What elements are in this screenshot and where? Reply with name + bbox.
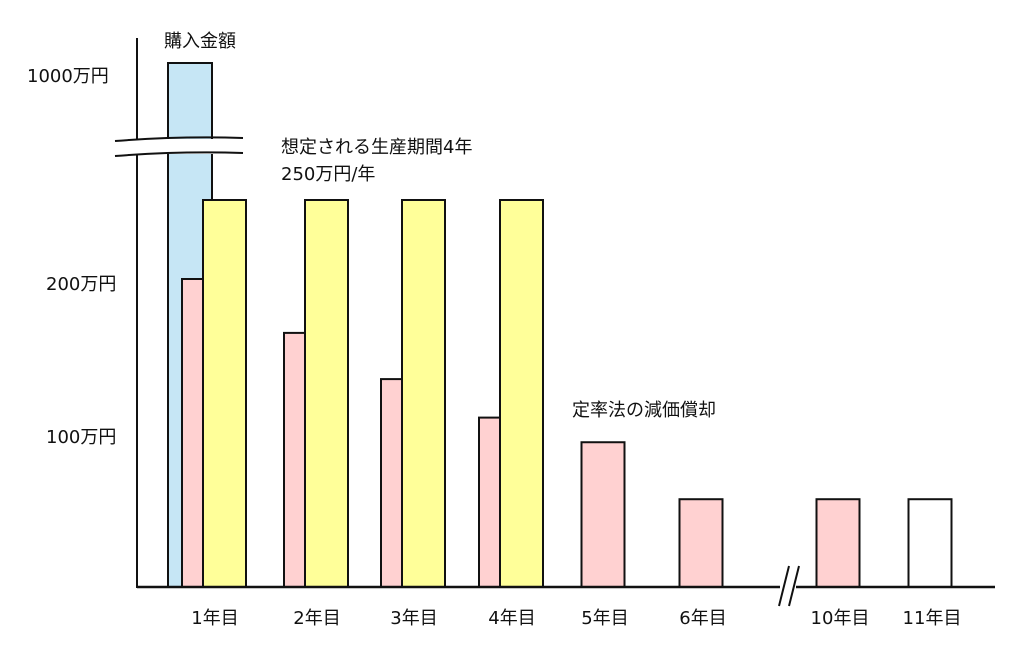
bar-production-3: [401, 199, 446, 588]
x-tick-label-4: 4年目: [488, 608, 535, 629]
y-axis-break-line-bottom: [114, 151, 244, 157]
x-axis-break-line-2: [788, 565, 800, 607]
y-tick-label-200: 200万円: [46, 274, 116, 295]
x-tick-label-3: 3年目: [390, 608, 437, 629]
bar-declining-6: [678, 498, 724, 588]
annotation-production-line1: 想定される生産期間4年: [281, 137, 472, 158]
annotation-purchase: 購入金額: [164, 31, 236, 52]
bar-declining-7: [815, 498, 861, 588]
bar-production-2: [304, 199, 349, 588]
y-tick-label-1000: 1000万円: [27, 66, 109, 87]
x-axis-break-line-1: [778, 565, 790, 607]
annotation-production-line2: 250万円/年: [281, 164, 375, 185]
y-axis-break-line-top: [114, 136, 244, 142]
bar-production-4: [499, 199, 544, 588]
x-tick-label-6: 6年目: [679, 608, 726, 629]
x-tick-label-7: 10年目: [811, 608, 870, 629]
bar-residual-8: [907, 498, 953, 588]
y-tick-label-100: 100万円: [46, 427, 116, 448]
x-tick-label-1: 1年目: [191, 608, 238, 629]
bar-production-1: [202, 199, 247, 588]
bar-declining-5: [580, 441, 626, 588]
y-axis-break-gap: [110, 139, 250, 154]
x-tick-label-2: 2年目: [293, 608, 340, 629]
x-tick-label-8: 11年目: [903, 608, 962, 629]
x-tick-label-5: 5年目: [581, 608, 628, 629]
annotation-declining: 定率法の減価償却: [572, 400, 716, 421]
